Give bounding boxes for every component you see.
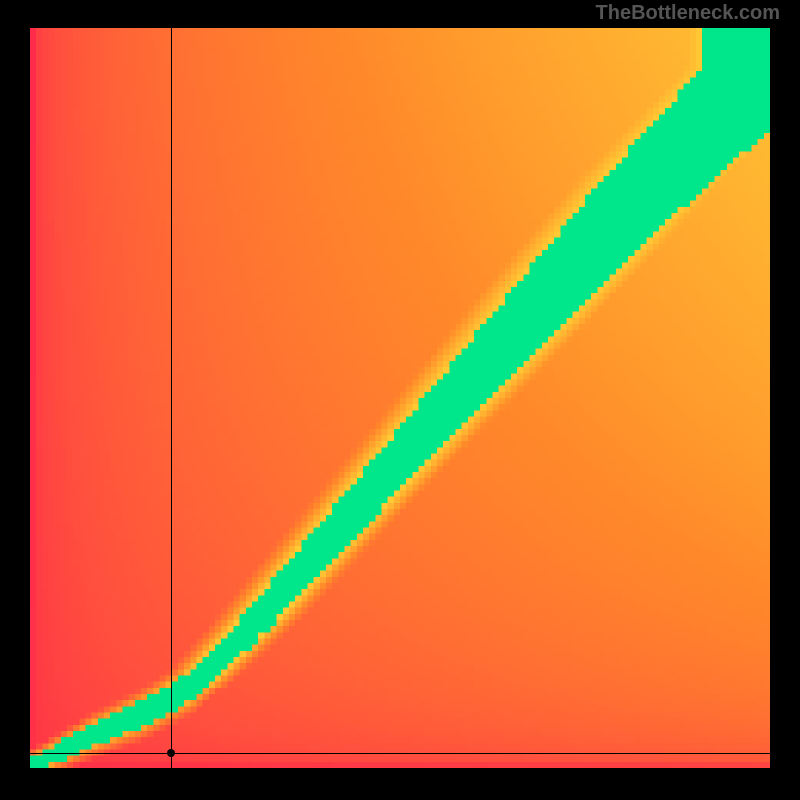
heatmap-plot-area bbox=[30, 28, 770, 768]
heatmap-canvas bbox=[30, 28, 770, 768]
watermark-text: TheBottleneck.com bbox=[596, 2, 780, 25]
crosshair-vertical-line bbox=[171, 28, 172, 768]
crosshair-horizontal-line bbox=[30, 753, 770, 754]
chart-container: TheBottleneck.com bbox=[0, 0, 800, 800]
crosshair-point-marker bbox=[167, 749, 175, 757]
